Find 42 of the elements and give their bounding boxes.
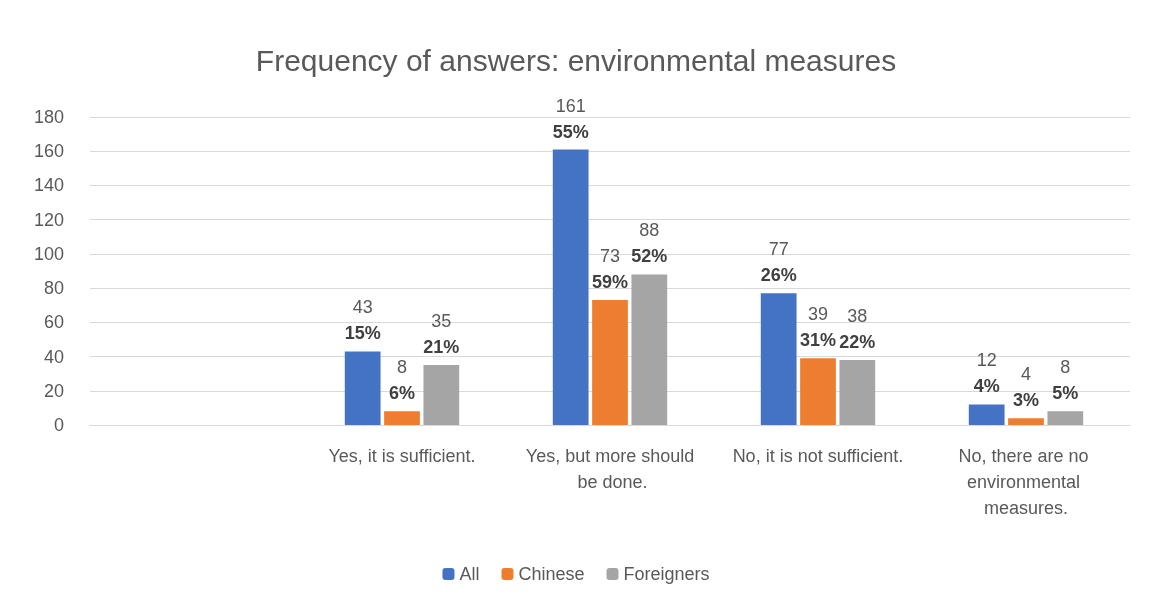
data-label: 39 31% — [799, 304, 837, 351]
data-label: 161 55% — [552, 95, 589, 142]
data-label: 8 6% — [388, 357, 416, 404]
bar — [800, 358, 836, 425]
bar — [968, 404, 1005, 425]
y-tick-label: 0 — [53, 415, 64, 435]
bar — [592, 300, 628, 425]
bar — [1008, 418, 1044, 425]
data-label: 88 52% — [631, 220, 668, 267]
y-tick-label: 20 — [43, 380, 64, 401]
bar — [631, 274, 668, 425]
data-label: 12 4% — [973, 350, 1000, 397]
data-label: 4 3% — [1012, 364, 1040, 411]
x-tick-label: No, it is not sufficient. — [732, 446, 904, 466]
chart-title: Frequency of answers: environmental measures — [255, 43, 897, 77]
data-label: 43 15% — [344, 297, 381, 344]
bar — [552, 149, 589, 425]
x-tick-label: Yes, it is sufficient. — [328, 446, 476, 466]
bar — [344, 351, 381, 425]
bar — [384, 411, 420, 425]
data-label: 73 59% — [591, 246, 629, 293]
legend-label: Foreigners — [623, 564, 710, 584]
data-label: 8 5% — [1052, 357, 1079, 404]
legend-label: All — [459, 564, 480, 584]
data-label: 38 22% — [839, 305, 876, 352]
bar — [1047, 411, 1084, 425]
y-tick-label: 140 — [33, 175, 64, 196]
y-tick-label: 40 — [43, 346, 64, 367]
y-tick-label: 80 — [43, 278, 64, 299]
y-tick-label: 60 — [43, 312, 64, 333]
x-tick-label: No, there are no environmental measures. — [958, 446, 1094, 518]
bar — [423, 365, 460, 425]
x-tick-label: Yes, but more should be done. — [525, 446, 695, 492]
bar — [760, 293, 797, 425]
y-tick-label: 120 — [33, 209, 64, 230]
y-tick-label: 160 — [33, 141, 64, 162]
bar — [839, 359, 876, 425]
y-tick-label: 100 — [33, 243, 64, 264]
data-label: 35 21% — [423, 311, 460, 358]
data-label: 77 26% — [760, 239, 797, 286]
y-tick-label: 180 — [33, 107, 64, 127]
legend-label: Chinese — [518, 564, 585, 584]
